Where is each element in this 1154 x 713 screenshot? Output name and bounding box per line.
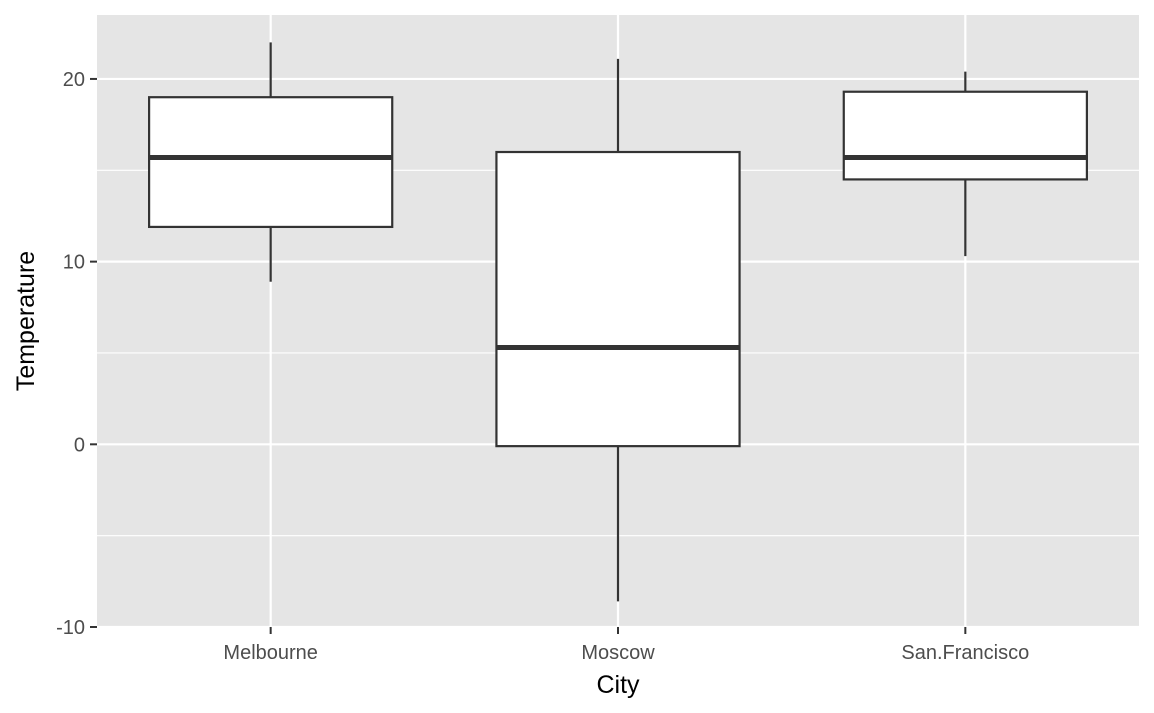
y-axis-title: Temperature: [12, 251, 40, 391]
y-tick-label: 10: [63, 252, 85, 274]
box-body: [148, 96, 394, 229]
x-axis: Melbourne Moscow San.Francisco: [223, 627, 1029, 664]
box-series: [148, 42, 1088, 602]
x-tick-label: San.Francisco: [901, 642, 1029, 664]
box-body: [495, 150, 741, 448]
box-moscow: [495, 58, 741, 602]
x-axis-title: City: [596, 671, 640, 699]
y-tick-label: 0: [74, 434, 85, 456]
y-tick-label: -10: [56, 617, 85, 639]
y-tick-label: 20: [63, 69, 85, 91]
y-axis: -10 0 10 20: [56, 69, 97, 639]
box-body: [842, 90, 1088, 181]
x-tick-label: Melbourne: [223, 642, 318, 664]
box-melbourne: [148, 42, 394, 282]
x-tick-label: Moscow: [581, 642, 655, 664]
box-san-francisco: [842, 71, 1088, 257]
